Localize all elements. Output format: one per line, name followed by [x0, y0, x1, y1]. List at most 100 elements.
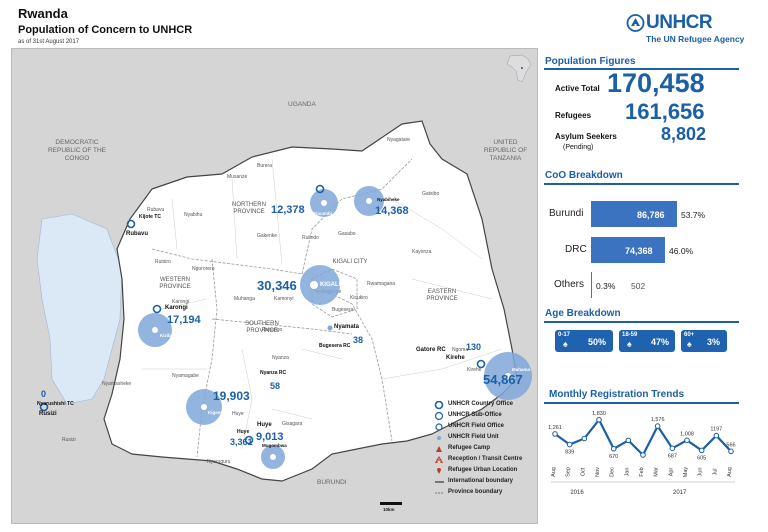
district-label: Gatsibo — [422, 191, 440, 197]
district-label: Ruhango — [262, 327, 283, 333]
section-divider — [544, 183, 739, 185]
district-label: Ngororero — [192, 266, 215, 272]
trend-value-label: 687 — [668, 453, 677, 459]
legend-label: Province boundary — [448, 489, 503, 495]
trend-value-label: 839 — [565, 450, 574, 456]
trend-tick-label: Sep — [566, 467, 572, 477]
coo-bar-burundi — [591, 201, 677, 227]
district-label: Rwamagana — [367, 281, 396, 287]
district-label: Rutsiro — [155, 259, 171, 265]
district-label: Rubavu — [147, 207, 165, 213]
age-group-60-plus: 60+ ♠ 3% — [681, 330, 727, 352]
site-value-mahama: 54,867 — [483, 372, 523, 387]
page-subtitle: Population of Concern to UNHCR — [18, 24, 193, 36]
coo-label-others: Others — [554, 279, 585, 290]
site-name-nyanza: Nyanza RC — [260, 370, 287, 376]
age-group-label: 60+ — [684, 332, 695, 338]
legend-label: UNHCR Country Office — [448, 401, 514, 407]
site-value-gicumbi: 12,378 — [271, 204, 305, 216]
office-label-huye: Huye — [257, 422, 272, 428]
coo-value-burundi: 86,786 — [637, 210, 665, 220]
trend-point — [669, 445, 676, 452]
trend-tick-label: Jun — [698, 468, 704, 477]
trend-tick-label: May — [683, 467, 689, 478]
legend-label: Refugee Camp — [448, 445, 491, 451]
province-northern: NORTHERN PROVINCE — [232, 202, 266, 215]
site-value-kiziba: 17,194 — [167, 314, 201, 326]
district-label: Gakenke — [257, 233, 278, 239]
age-group-label: 18-59 — [622, 332, 638, 338]
trend-point — [698, 447, 705, 454]
district-label: Nyagatare — [387, 137, 411, 143]
country-label-tanzania: UNITED REPUBLIC OF TANZANIA — [483, 139, 528, 162]
office-label-rusizi: Rusizi — [39, 411, 57, 417]
age-group-pct: 3% — [707, 337, 721, 347]
legend-label: UNHCR Sub-Office — [448, 412, 502, 418]
age-group-pct: 50% — [588, 337, 607, 347]
legend-label: Reception / Transit Centre — [448, 456, 523, 462]
district-label: Nyamagabe — [172, 373, 199, 379]
trend-tick-label: Dec — [610, 467, 616, 477]
province-kigali: KIGALI CITY — [332, 259, 368, 265]
section-divider — [544, 402, 739, 404]
urban-location-icon — [437, 468, 441, 474]
population-title: Population Figures — [545, 56, 636, 67]
refugees-value: 161,656 — [625, 99, 705, 124]
site-name-bugesera: Bugesera RC — [319, 343, 351, 349]
coo-pct-others: 0.3% — [596, 281, 616, 291]
legend-label: UNHCR Field Office — [448, 423, 505, 429]
africa-inset-icon — [506, 54, 532, 83]
site-value-mugombwa: 9,013 — [256, 431, 284, 443]
district-label: Nyabihu — [184, 212, 203, 218]
trend-tick-label: Apr — [668, 468, 674, 477]
trend-value-label: 1,830 — [592, 411, 606, 417]
coo-label-drc: DRC — [565, 244, 587, 255]
district-label: Huye — [232, 411, 244, 417]
trend-tick-label: Jul — [712, 468, 718, 475]
trend-point — [728, 448, 734, 455]
district-label: Gasabo — [338, 231, 356, 237]
trend-year-label: 2016 — [570, 490, 584, 496]
asylum-label: Asylum Seekers — [555, 132, 617, 141]
trend-point — [581, 435, 588, 442]
legend-label: International boundary — [448, 478, 514, 484]
district-label: Gisagara — [282, 421, 303, 427]
trend-value-label: 566 — [726, 442, 735, 448]
site-name-nyabiheke: Nyabiheke — [377, 197, 400, 202]
trend-value-label: 605 — [697, 455, 706, 461]
trend-value-label: 1197 — [710, 427, 722, 433]
trend-point — [552, 431, 558, 437]
trend-point — [640, 452, 646, 458]
district-label: Kirehe — [467, 367, 482, 373]
site-name-gicumbi-camp: Gicumbi — [314, 211, 333, 216]
site-value-nyarushishi: 0 — [41, 389, 47, 399]
coo-title: CoO Breakdown — [545, 170, 623, 181]
district-label: Karongi — [172, 299, 190, 305]
adult-person-icon: ♠ — [627, 339, 632, 349]
district-label: Muhanga — [234, 296, 255, 302]
trend-tick-label: Aug — [727, 467, 733, 477]
age-group-pct: 47% — [651, 337, 670, 347]
map-panel[interactable]: UGANDA DEMOCRATIC REPUBLIC OF THE CONGO … — [11, 48, 538, 524]
unhcr-logo: UNHCR The UN Refugee Agency — [626, 10, 746, 50]
district-label: Nyanza — [272, 355, 289, 361]
trend-point — [713, 432, 720, 439]
active-total-value: 170,458 — [607, 68, 705, 98]
logo-tagline: The UN Refugee Agency — [646, 34, 745, 44]
rwanda-map[interactable] — [12, 49, 537, 523]
coo-label-burundi: Burundi — [549, 208, 584, 219]
coo-pct-burundi: 53.7% — [681, 210, 706, 220]
page-title: Rwanda — [18, 6, 68, 21]
age-group-label: 0-17 — [558, 332, 571, 338]
coo-bar-others — [591, 272, 592, 298]
section-divider — [544, 321, 739, 323]
site-name-mahama: Mahama — [512, 367, 531, 372]
trend-tick-label: Mar — [654, 467, 660, 477]
site-name-mugombwa: Mugombwa — [262, 443, 287, 448]
district-label: Burera — [257, 163, 273, 169]
site-name-gatore: Gatore RC — [416, 347, 446, 353]
monthly-trend-chart: 1,261 Aug 839 Sep Oct 1,830 Nov 670 Dec Jan Feb 1,5… — [548, 411, 735, 496]
coo-value-drc: 74,368 — [625, 246, 653, 256]
site-value-nyabiheke: 14,368 — [375, 205, 409, 217]
reception-centre-icon — [435, 456, 443, 464]
